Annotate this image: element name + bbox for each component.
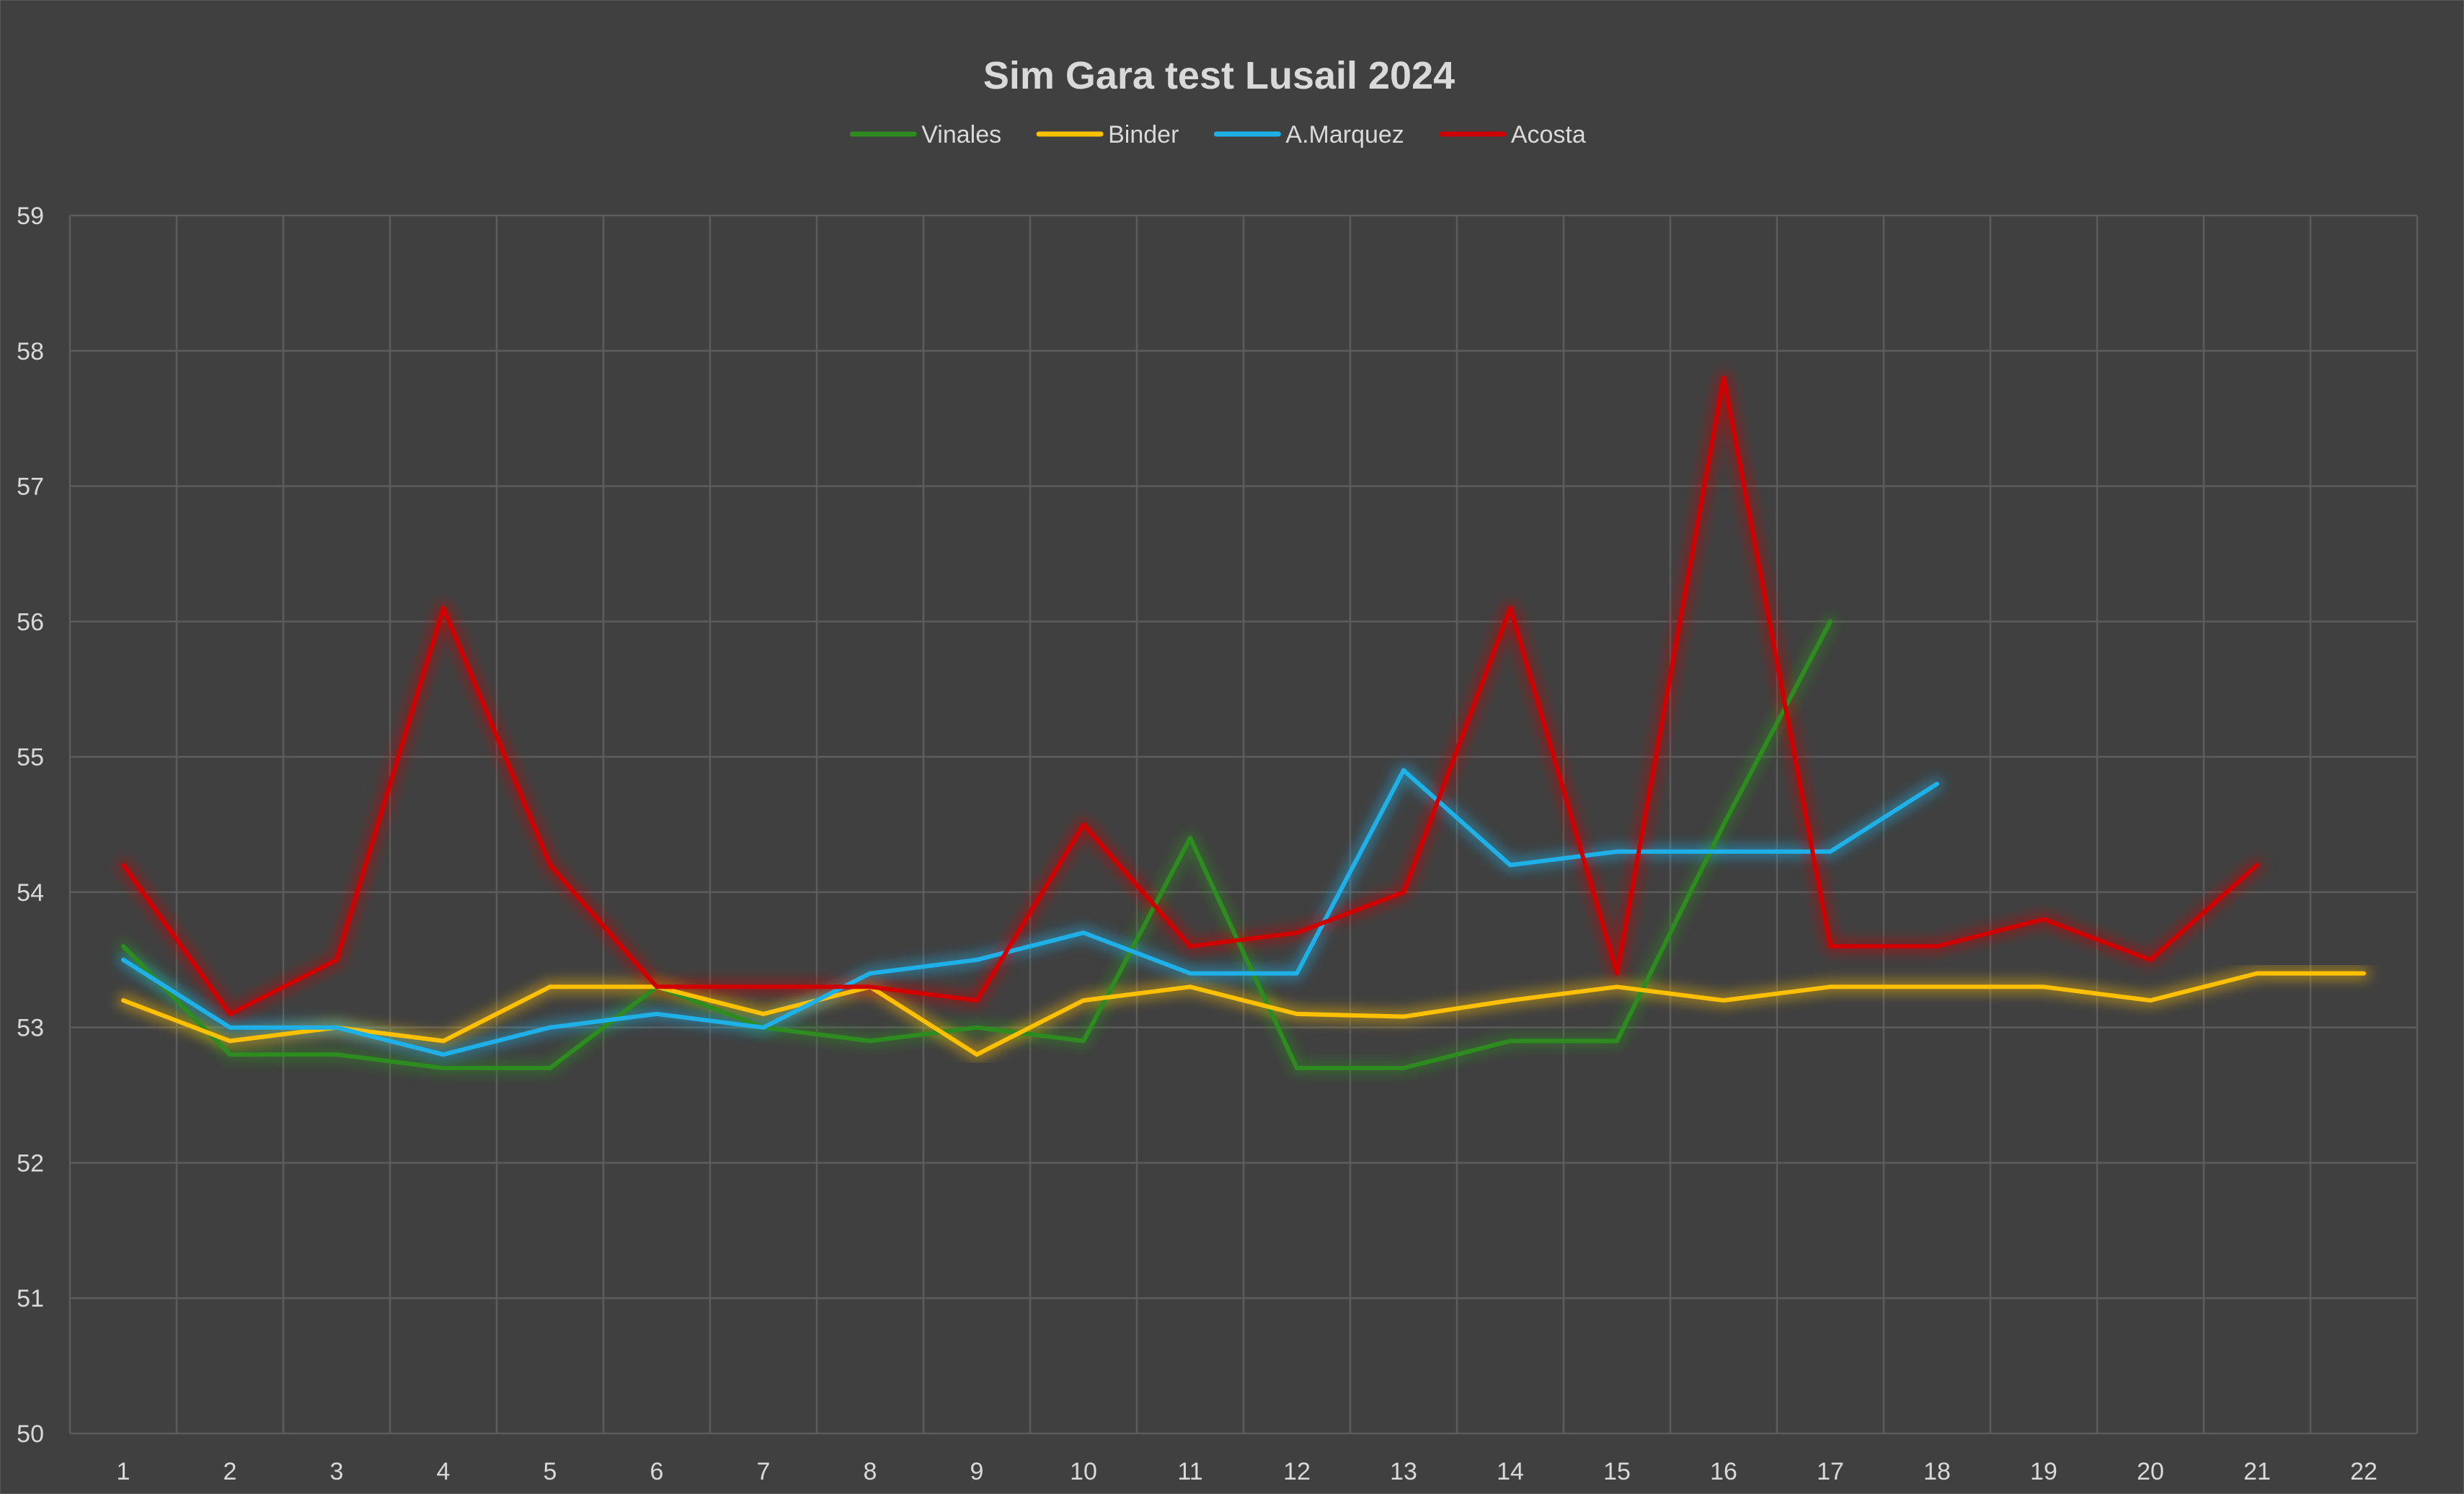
x-tick-label: 11	[1177, 1458, 1202, 1485]
x-tick-label: 14	[1497, 1458, 1524, 1485]
y-tick-label: 50	[17, 1420, 44, 1448]
series-line-a-marquez	[121, 768, 1939, 1057]
series-line-vinales	[121, 619, 1833, 1070]
y-tick-label: 56	[17, 608, 44, 636]
x-tick-label: 4	[437, 1458, 451, 1485]
x-tick-label: 18	[1923, 1458, 1951, 1485]
x-tick-label: 1	[117, 1458, 130, 1485]
x-tick-label: 19	[2030, 1458, 2057, 1485]
x-tick-label: 13	[1390, 1458, 1417, 1485]
x-tick-label: 12	[1283, 1458, 1311, 1485]
x-tick-label: 2	[223, 1458, 237, 1485]
x-tick-label: 10	[1070, 1458, 1097, 1485]
y-tick-label: 59	[17, 203, 44, 230]
chart-title: Sim Gara test Lusail 2024	[983, 54, 1455, 97]
series-glow-acosta	[118, 372, 2263, 1020]
x-tick-label: 7	[757, 1458, 771, 1485]
x-tick-label: 21	[2243, 1458, 2271, 1485]
y-tick-label: 54	[17, 879, 44, 907]
chart-grid	[68, 214, 2419, 1435]
x-tick-label: 6	[650, 1458, 664, 1485]
y-tick-label: 57	[17, 473, 44, 501]
legend-label-a-marquez: A.Marquez	[1285, 121, 1404, 148]
chart-legend: Vinales Binder A.Marquez Acosta	[849, 121, 1586, 148]
x-axis: 1 2 3 4 5 6 7 8 9 10 11 12 13 14 15 16 17 18 19 20 21 22	[117, 1458, 2377, 1485]
y-tick-label: 55	[17, 744, 44, 771]
series-line-binder	[121, 971, 2366, 1057]
y-tick-label: 51	[17, 1285, 44, 1312]
y-tick-label: 52	[17, 1150, 44, 1177]
x-tick-label: 5	[544, 1458, 557, 1485]
y-tick-label: 53	[17, 1015, 44, 1042]
series-lines	[121, 375, 2366, 1070]
y-tick-label: 58	[17, 338, 44, 365]
series-line-acosta	[121, 375, 2259, 1016]
y-axis: 50 51 52 53 54 55 56 57 58 59	[17, 203, 44, 1448]
legend-label-acosta: Acosta	[1511, 121, 1586, 148]
x-tick-label: 3	[330, 1458, 344, 1485]
x-tick-label: 16	[1710, 1458, 1737, 1485]
x-tick-label: 9	[970, 1458, 984, 1485]
legend-label-vinales: Vinales	[921, 121, 1001, 148]
x-tick-label: 22	[2350, 1458, 2377, 1485]
legend-label-binder: Binder	[1108, 121, 1179, 148]
x-tick-label: 15	[1603, 1458, 1631, 1485]
x-tick-label: 17	[1817, 1458, 1844, 1485]
x-tick-label: 8	[864, 1458, 877, 1485]
x-tick-label: 20	[2137, 1458, 2164, 1485]
